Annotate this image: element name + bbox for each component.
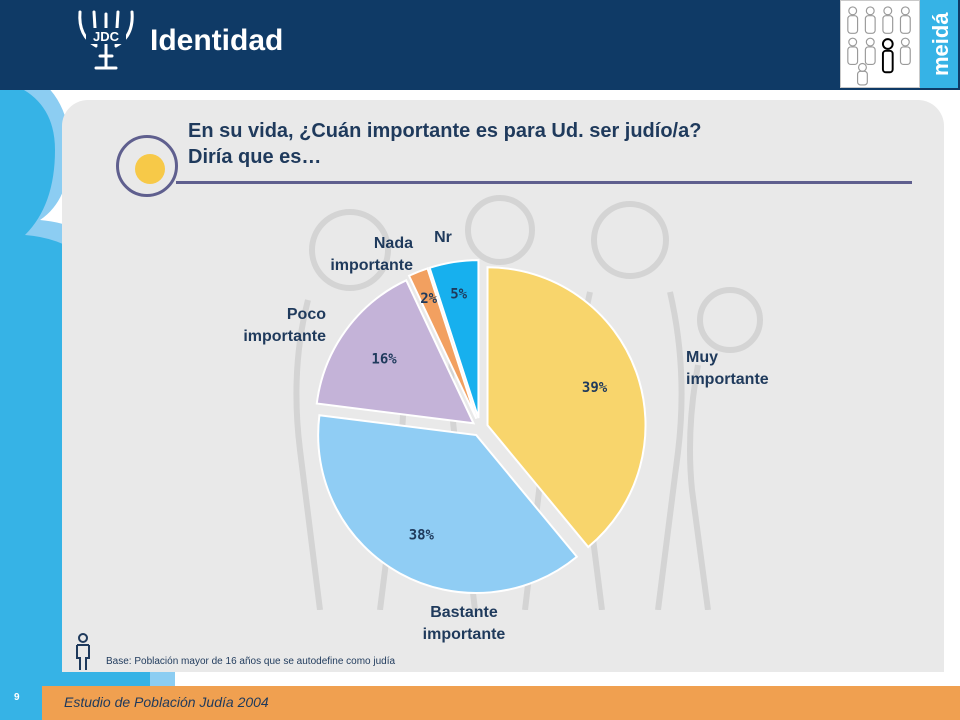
- pie-slice-bastante-importante: [317, 414, 579, 594]
- slice-category-label: Nada importante: [330, 235, 413, 274]
- brand-word-bg: [920, 0, 958, 88]
- slice-percent-label: 2%: [420, 291, 437, 307]
- pie-slice-nada-importante: [407, 267, 478, 420]
- slice-percent-label: 5%: [450, 286, 467, 302]
- pie-slice-poco-importante: [315, 279, 476, 425]
- header-bar: [0, 0, 960, 90]
- slice-percent-label: 16%: [371, 351, 397, 367]
- logo-text: JDC: [93, 29, 120, 44]
- meida-brand-logo: meidá: [840, 0, 958, 88]
- footer-bar: [0, 686, 960, 720]
- crowd-icon: [847, 6, 911, 86]
- page-number: 9: [14, 692, 20, 703]
- survey-question: En su vida, ¿Cuán importante es para Ud.…: [188, 118, 888, 170]
- slice-category-label: Poco importante: [243, 306, 326, 345]
- page-number-box: [0, 678, 42, 720]
- base-footnote: Base: Población mayor de 16 años que se …: [106, 656, 396, 667]
- pie-slice-nr: [428, 259, 480, 419]
- slice-category-label: Nr: [434, 229, 452, 246]
- slice-percent-label: 39%: [582, 380, 608, 396]
- slice-percent-label: 38%: [409, 528, 435, 544]
- question-underline: [176, 181, 912, 184]
- jdc-logo-icon: JDC: [78, 10, 134, 70]
- page-title: Identidad: [150, 24, 284, 57]
- slice-category-label: Muy importante: [686, 349, 769, 388]
- crowd-figures-graphic: [840, 0, 920, 88]
- question-line-2: Diría que es…: [188, 146, 322, 168]
- question-bullet-dot: [135, 154, 165, 184]
- pie-slice-muy-importante: [486, 266, 647, 549]
- person-icon: [76, 633, 90, 670]
- question-line-1: En su vida, ¿Cuán importante es para Ud.…: [188, 120, 702, 142]
- slice-category-label: Bastante importante: [423, 604, 506, 643]
- study-title: Estudio de Población Judía 2004: [64, 694, 269, 710]
